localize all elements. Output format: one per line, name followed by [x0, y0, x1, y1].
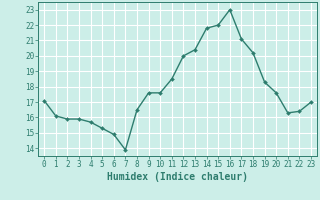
X-axis label: Humidex (Indice chaleur): Humidex (Indice chaleur)	[107, 172, 248, 182]
